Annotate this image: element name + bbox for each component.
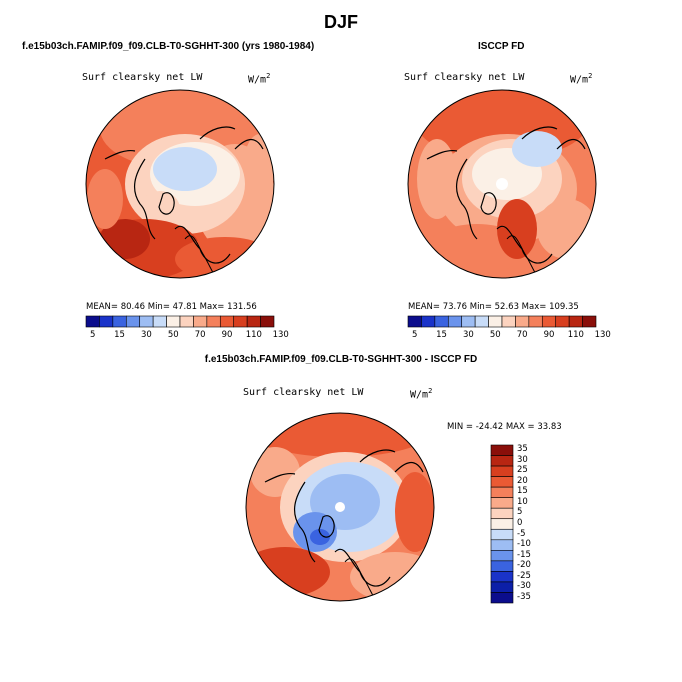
colorbar-tick-label: 20 — [517, 475, 528, 486]
colorbar-swatch — [474, 315, 489, 328]
colorbar-swatch — [490, 507, 514, 520]
colorbar-tick-label: -5 — [517, 528, 526, 539]
colorbar-swatch — [490, 581, 514, 593]
panel2-title: ISCCP FD — [478, 41, 525, 52]
panel3-units: W/m2 — [410, 387, 433, 401]
panel2-stats: MEAN= 73.76 Min= 52.63 Max= 109.35 — [408, 302, 579, 312]
colorbar-swatch — [152, 315, 167, 328]
colorbar-swatch — [206, 315, 221, 328]
colorbar-tick-label: 30 — [517, 454, 528, 465]
map-boundary — [85, 89, 275, 279]
colorbar-tick-label: 130 — [272, 330, 289, 340]
colorbar-tick-label: 110 — [567, 330, 584, 340]
colorbar-swatch — [490, 465, 514, 477]
colorbar-tick-label: 25 — [517, 465, 528, 476]
colorbar-swatch — [193, 315, 208, 328]
colorbar-tick-label: -10 — [517, 539, 531, 550]
colorbar-tick-label: 15 — [436, 330, 447, 340]
colorbar-swatch — [528, 315, 543, 328]
colorbar-swatch — [219, 315, 235, 328]
colorbar-tick-label: -15 — [517, 549, 531, 560]
colorbar-swatch — [490, 550, 514, 562]
colorbar-tick-label: 90 — [221, 330, 233, 340]
panel3-colorbar-labels: 35 30 25 20 15 10 5 0 -5 -10 -15 -20 -25 -30 -35 — [517, 444, 557, 603]
panel1-colorbar — [85, 315, 275, 328]
colorbar-tick-label: 0 — [517, 518, 523, 528]
colorbar-swatch — [490, 592, 514, 604]
colorbar-tick-label: 130 — [594, 330, 611, 340]
colorbar-tick-label: -30 — [517, 581, 531, 592]
colorbar-swatch — [488, 315, 503, 328]
colorbar-tick-label: 70 — [194, 330, 206, 340]
colorbar-swatch — [260, 315, 275, 328]
colorbar-swatch — [421, 315, 436, 328]
panel3-stats: MIN = -24.42 MAX = 33.83 — [447, 422, 562, 432]
figure-title: DJF — [323, 12, 358, 32]
colorbar-tick-label: 15 — [114, 330, 125, 340]
colorbar-swatch — [179, 315, 194, 328]
colorbar-swatch — [166, 315, 181, 328]
colorbar-swatch — [407, 315, 422, 328]
panel2-units: W/m2 — [570, 72, 593, 86]
colorbar-swatch — [233, 315, 248, 328]
colorbar-swatch — [434, 315, 449, 328]
colorbar-tick-label: 5 — [517, 507, 523, 518]
colorbar-swatch — [490, 455, 514, 467]
colorbar-swatch — [490, 476, 514, 488]
panel2-colorbar — [407, 315, 597, 328]
panel3-colorbar — [490, 444, 514, 604]
colorbar-swatch — [515, 315, 530, 328]
colorbar-tick-label: 70 — [516, 330, 528, 340]
colorbar-tick-label: 90 — [543, 330, 555, 340]
colorbar-swatch — [139, 315, 154, 328]
panel2-variable: Surf clearsky net LW — [404, 72, 525, 83]
colorbar-tick-label: 30 — [141, 330, 152, 340]
colorbar-swatch — [112, 315, 127, 328]
colorbar-swatch — [85, 315, 100, 328]
panel1-polar-map — [85, 89, 275, 279]
panel1-units: W/m2 — [248, 72, 271, 86]
colorbar-swatch — [246, 315, 261, 328]
colorbar-tick-label: 5 — [89, 330, 96, 340]
panel2-colorbar-labels: 5 15 30 50 70 90 110 130 — [408, 330, 611, 342]
colorbar-swatch — [490, 539, 514, 551]
colorbar-tick-label: 50 — [167, 330, 179, 340]
colorbar-tick-label: 30 — [463, 330, 474, 340]
panel3-polar-map — [245, 412, 435, 602]
colorbar-swatch — [447, 315, 463, 328]
panel1-variable: Surf clearsky net LW — [82, 72, 203, 83]
panel1-title: f.e15b03ch.FAMIP.f09_f09.CLB-T0-SGHHT-30… — [22, 41, 315, 52]
panel3-title: f.e15b03ch.FAMIP.f09_f09.CLB-T0-SGHHT-30… — [204, 354, 478, 365]
colorbar-swatch — [490, 444, 514, 456]
colorbar-tick-label: 35 — [517, 444, 528, 455]
colorbar-swatch — [490, 497, 514, 509]
colorbar-tick-label: -20 — [517, 560, 531, 571]
colorbar-swatch — [490, 560, 514, 572]
colorbar-swatch — [490, 518, 514, 530]
colorbar-swatch — [501, 315, 516, 328]
colorbar-swatch — [568, 315, 583, 328]
colorbar-swatch — [582, 315, 597, 328]
colorbar-tick-label: 110 — [245, 330, 262, 340]
panel1-colorbar-labels: 5 15 30 50 70 90 110 130 — [86, 330, 289, 342]
colorbar-tick-label: 50 — [489, 330, 501, 340]
colorbar-swatch — [125, 315, 141, 328]
colorbar-swatch — [490, 486, 514, 498]
panel3-variable: Surf clearsky net LW — [243, 387, 364, 398]
colorbar-swatch — [99, 315, 114, 328]
colorbar-tick-label: -35 — [517, 591, 531, 602]
colorbar-tick-label: -25 — [517, 570, 531, 581]
panel1-stats: MEAN= 80.46 Min= 47.81 Max= 131.56 — [86, 302, 257, 312]
colorbar-swatch — [461, 315, 476, 328]
colorbar-tick-label: 5 — [411, 330, 418, 340]
panel2-polar-map — [407, 89, 597, 279]
colorbar-swatch — [490, 528, 514, 541]
colorbar-tick-label: 10 — [517, 496, 528, 507]
colorbar-tick-label: 15 — [517, 486, 528, 497]
colorbar-swatch — [555, 315, 570, 328]
colorbar-swatch — [541, 315, 557, 328]
colorbar-swatch — [490, 571, 514, 583]
